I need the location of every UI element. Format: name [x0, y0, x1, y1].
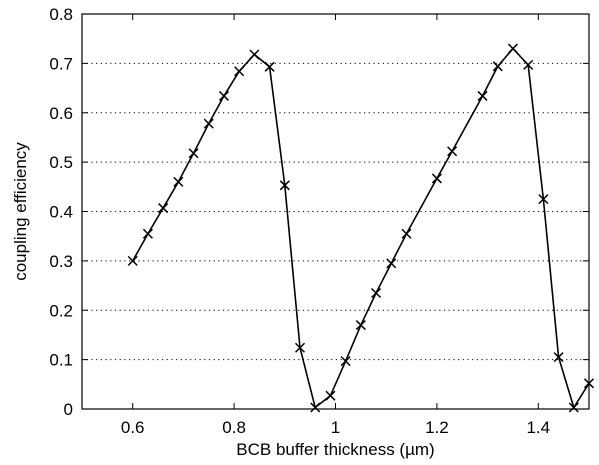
y-tick-label: 0.2 — [49, 301, 73, 320]
y-axis-label: coupling efficiency — [11, 142, 30, 281]
y-tick-label: 0.1 — [49, 351, 73, 370]
data-point-marker — [127, 255, 138, 266]
y-tick-label: 0 — [64, 400, 73, 419]
data-point-marker — [173, 176, 184, 187]
data-point-marker — [492, 61, 503, 72]
x-tick-label: 0.8 — [222, 418, 246, 437]
data-point-marker — [507, 43, 518, 54]
data-point-marker — [431, 173, 442, 184]
data-point-marker — [142, 228, 153, 239]
x-tick-label: 1.4 — [526, 418, 550, 437]
data-point-marker — [371, 287, 382, 298]
data-point-marker — [203, 118, 214, 129]
data-point-marker — [234, 66, 245, 77]
data-point-marker — [447, 146, 458, 157]
data-point-marker — [294, 342, 306, 353]
data-point-marker — [340, 356, 351, 367]
data-point-marker — [264, 61, 275, 72]
axis-ticks: 0 0.1 0.2 0.3 0.4 0.5 0.6 0.7 0.8 0.6 0.8 1 1.2 1.4 — [49, 5, 589, 437]
data-point-marker — [386, 258, 397, 269]
data-point-marker — [553, 352, 564, 363]
x-tick-label: 1.2 — [425, 418, 449, 437]
y-tick-label: 0.5 — [49, 153, 73, 172]
data-point-marker — [477, 90, 488, 101]
series-coupling-efficiency — [127, 43, 595, 413]
data-point-marker — [325, 390, 336, 401]
data-point-marker — [310, 402, 321, 413]
series-line — [132, 47, 590, 410]
data-point-marker — [279, 180, 290, 191]
x-tick-label: 1 — [331, 418, 340, 437]
y-tick-label: 0.3 — [49, 252, 73, 271]
y-tick-label: 0.7 — [49, 54, 73, 73]
y-tick-label: 0.6 — [49, 104, 73, 123]
data-point-marker — [538, 194, 549, 205]
grid-lines — [82, 62, 589, 361]
x-axis-label: BCB buffer thickness (µm) — [236, 440, 434, 459]
data-point-marker — [158, 203, 169, 214]
data-point-marker — [218, 90, 229, 101]
data-point-marker — [401, 228, 412, 239]
x-tick-label: 0.6 — [121, 418, 145, 437]
y-tick-label: 0.4 — [49, 203, 73, 222]
data-point-marker — [188, 148, 199, 159]
data-point-marker — [249, 49, 260, 60]
y-tick-label: 0.8 — [49, 5, 73, 24]
data-point-marker — [355, 320, 366, 331]
data-point-marker — [523, 59, 534, 70]
data-point-marker — [568, 402, 579, 413]
